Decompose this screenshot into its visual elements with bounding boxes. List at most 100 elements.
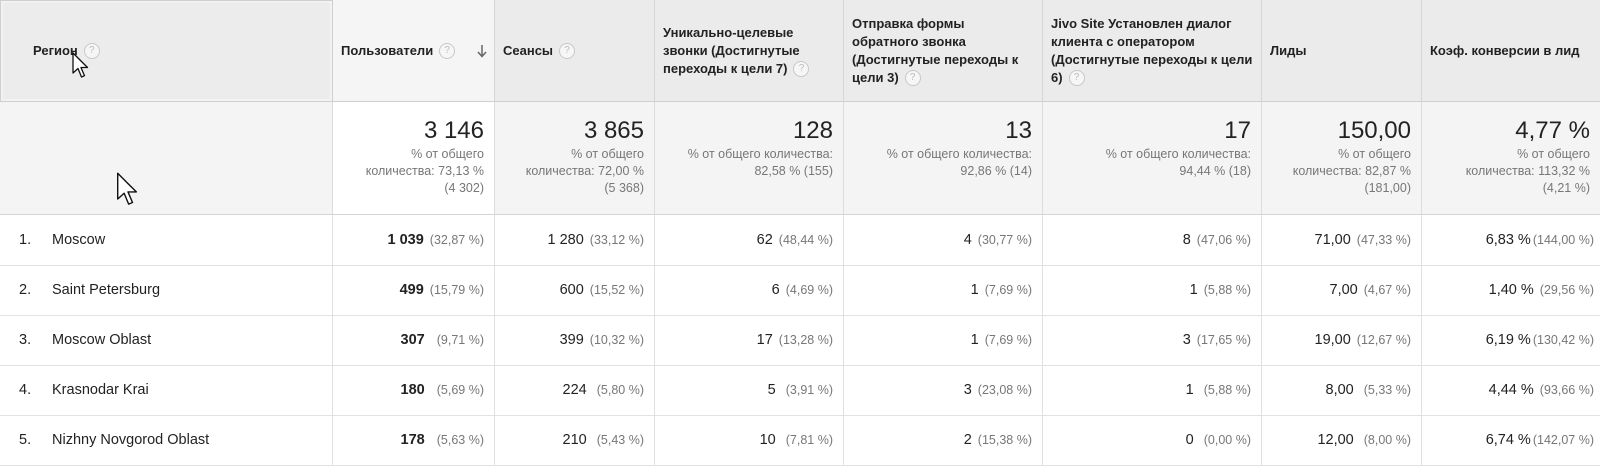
totals-leads-note: количества: 82,87 % xyxy=(1292,164,1411,178)
totals-leads-note: (181,00) xyxy=(1364,181,1411,195)
column-header-conversion[interactable]: Коэф. конверсии в лид xyxy=(1422,0,1600,102)
totals-sessions-note: количества: 72,00 % xyxy=(525,164,644,178)
goal7-cell: 17 (13,28 %) xyxy=(655,315,844,365)
users-value: 180 xyxy=(400,382,425,398)
table-row: 1. Moscow 1 039 (32,87 %) 1 280 (33,12 %) … xyxy=(0,215,1600,266)
goal6-value: 3 xyxy=(1182,332,1191,348)
conversion-value: 6,74 % xyxy=(1485,432,1531,448)
sessions-value: 600 xyxy=(559,282,584,298)
goal6-value: 1 xyxy=(1189,282,1198,298)
totals-conversion-note: (4,21 %) xyxy=(1542,181,1590,195)
help-icon[interactable]: ? xyxy=(559,42,576,59)
users-value: 307 xyxy=(400,332,425,348)
users-percent: (32,87 %) xyxy=(429,233,484,247)
leads-value: 8,00 xyxy=(1325,382,1354,398)
totals-conversion-note: % от общего xyxy=(1517,147,1590,161)
conversion-value: 1,40 % xyxy=(1488,282,1534,298)
column-header-goal6[interactable]: Jivo Site Установлен диалог клиента с оп… xyxy=(1043,0,1262,102)
sessions-cell: 224 (5,80 %) xyxy=(495,365,655,415)
goal7-value: 62 xyxy=(756,232,773,248)
conversion-percent: (130,42 %) xyxy=(1532,333,1594,347)
goal6-cell: 3 (17,65 %) xyxy=(1043,315,1262,365)
goal3-value: 1 xyxy=(970,282,979,298)
goal6-cell: 8 (47,06 %) xyxy=(1043,215,1262,265)
goal6-percent: (0,00 %) xyxy=(1203,433,1251,447)
goal3-cell: 3 (23,08 %) xyxy=(844,365,1043,415)
region-link[interactable]: Saint Petersburg xyxy=(52,282,161,298)
leads-value: 7,00 xyxy=(1329,282,1358,298)
region-link[interactable]: Moscow xyxy=(52,232,106,248)
totals-users: 3 146 % от общего количества: 73,13 % (4… xyxy=(333,102,495,215)
goal3-cell: 2 (15,38 %) xyxy=(844,415,1043,465)
totals-sessions: 3 865 % от общего количества: 72,00 % (5… xyxy=(495,102,655,215)
users-percent: (5,69 %) xyxy=(436,383,484,397)
totals-goal7-value: 128 xyxy=(792,117,833,144)
table-row: 4. Krasnodar Krai 180 (5,69 %) 224 (5,80 %… xyxy=(0,365,1600,416)
goal7-cell: 10 (7,81 %) xyxy=(655,415,844,465)
leads-percent: (12,67 %) xyxy=(1356,333,1411,347)
users-percent: (15,79 %) xyxy=(429,283,484,297)
leads-percent: (8,00 %) xyxy=(1363,433,1411,447)
users-cell: 178 (5,63 %) xyxy=(333,415,495,465)
region-link[interactable]: Krasnodar Krai xyxy=(52,382,149,398)
help-icon[interactable]: ? xyxy=(83,43,100,59)
goal6-percent: (5,88 %) xyxy=(1203,383,1251,397)
column-header-goal3[interactable]: Отправка формы обратного звонка (Достигн… xyxy=(844,0,1043,102)
goal3-percent: (7,69 %) xyxy=(984,333,1032,347)
column-header-leads-label: Лиды xyxy=(1270,42,1307,58)
mouse-cursor-icon xyxy=(72,52,89,78)
goal7-cell: 62 (48,44 %) xyxy=(655,215,844,265)
totals-goal3: 13 % от общего количества: 92,86 % (14) xyxy=(844,102,1043,215)
help-icon[interactable]: ? xyxy=(793,61,810,78)
region-link[interactable]: Nizhny Novgorod Oblast xyxy=(52,432,210,448)
leads-cell: 19,00 (12,67 %) xyxy=(1262,315,1422,365)
column-header-goal7-label: Уникально-целевые звонки (Достигнутые пе… xyxy=(663,24,835,78)
column-header-sessions[interactable]: Сеансы ? xyxy=(495,0,655,102)
region-link[interactable]: Moscow Oblast xyxy=(52,332,152,348)
column-header-region[interactable]: Регион ? xyxy=(0,0,333,102)
column-header-goal3-label: Отправка формы обратного звонка (Достигн… xyxy=(852,15,1019,87)
goal3-value: 1 xyxy=(970,332,979,348)
sessions-value: 210 xyxy=(562,432,587,448)
users-cell: 1 039 (32,87 %) xyxy=(333,215,495,265)
leads-percent: (5,33 %) xyxy=(1363,383,1411,397)
users-percent: (5,63 %) xyxy=(436,433,484,447)
totals-leads-value: 150,00 xyxy=(1337,117,1411,144)
sessions-cell: 600 (15,52 %) xyxy=(495,265,655,315)
goal7-percent: (3,91 %) xyxy=(785,383,833,397)
sessions-percent: (10,32 %) xyxy=(589,333,644,347)
goal7-value: 10 xyxy=(759,432,776,448)
totals-sessions-note: (5 368) xyxy=(604,181,644,195)
conversion-value: 6,19 % xyxy=(1485,332,1531,348)
column-header-leads[interactable]: Лиды xyxy=(1262,0,1422,102)
goal3-cell: 1 (7,69 %) xyxy=(844,265,1043,315)
goal7-percent: (7,81 %) xyxy=(785,433,833,447)
row-index: 4. xyxy=(19,382,32,398)
leads-value: 12,00 xyxy=(1317,432,1354,448)
goal6-percent: (17,65 %) xyxy=(1196,333,1251,347)
column-header-region-label: Регион xyxy=(33,43,78,58)
conversion-percent: (93,66 %) xyxy=(1539,383,1594,397)
goal7-cell: 6 (4,69 %) xyxy=(655,265,844,315)
row-index: 5. xyxy=(19,432,32,448)
help-icon[interactable]: ? xyxy=(904,70,921,87)
leads-cell: 12,00 (8,00 %) xyxy=(1262,415,1422,465)
totals-goal6-note: % от общего количества: xyxy=(1105,147,1251,161)
users-value: 1 039 xyxy=(387,232,424,248)
column-header-goal7[interactable]: Уникально-целевые звонки (Достигнутые пе… xyxy=(655,0,844,102)
goal7-value: 17 xyxy=(756,332,773,348)
goal7-value: 5 xyxy=(767,382,776,398)
column-header-users[interactable]: Пользователи ? xyxy=(333,0,495,102)
totals-region-cell xyxy=(0,102,333,215)
goal6-value: 1 xyxy=(1185,382,1194,398)
goal3-percent: (7,69 %) xyxy=(984,283,1032,297)
help-icon[interactable]: ? xyxy=(1068,70,1085,87)
totals-sessions-note: % от общего xyxy=(571,147,644,161)
totals-goal7: 128 % от общего количества: 82,58 % (155… xyxy=(655,102,844,215)
region-cell: 3. Moscow Oblast xyxy=(0,315,333,365)
sessions-percent: (5,80 %) xyxy=(596,383,644,397)
goal6-percent: (5,88 %) xyxy=(1203,283,1251,297)
help-icon[interactable]: ? xyxy=(439,42,456,59)
row-index: 3. xyxy=(19,332,32,348)
sort-descending-icon[interactable] xyxy=(476,44,488,58)
